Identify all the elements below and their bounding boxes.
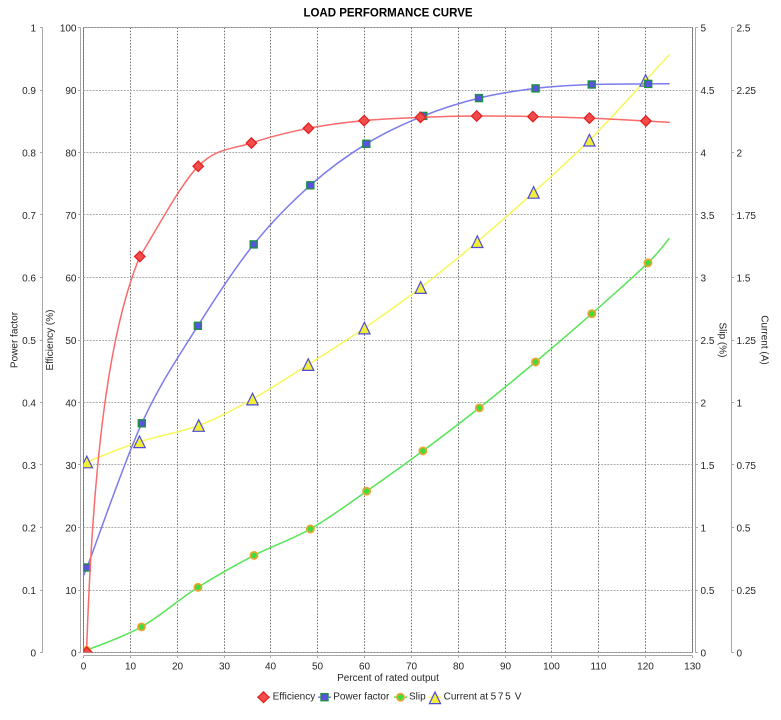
svg-text:100: 100 — [543, 662, 560, 673]
svg-text:40: 40 — [65, 399, 77, 410]
svg-text:0.3: 0.3 — [22, 461, 36, 472]
svg-text:4.5: 4.5 — [701, 86, 715, 97]
svg-text:0.6: 0.6 — [22, 274, 36, 285]
svg-text:1.5: 1.5 — [737, 274, 751, 285]
svg-text:1.75: 1.75 — [737, 211, 757, 222]
svg-text:0.5: 0.5 — [22, 336, 36, 347]
svg-text:5: 5 — [491, 692, 497, 703]
svg-text:Power factor: Power factor — [10, 311, 21, 368]
svg-text:7: 7 — [498, 692, 504, 703]
svg-text:Slip: Slip — [409, 692, 426, 703]
svg-text:Current at: Current at — [444, 692, 489, 703]
svg-text:90: 90 — [500, 662, 512, 673]
svg-text:0.2: 0.2 — [22, 524, 36, 535]
svg-text:60: 60 — [359, 662, 371, 673]
svg-text:20: 20 — [65, 524, 77, 535]
svg-text:60: 60 — [65, 274, 77, 285]
svg-text:100: 100 — [60, 24, 77, 35]
svg-text:Percent of rated output: Percent of rated output — [337, 673, 439, 684]
svg-text:0.5: 0.5 — [701, 586, 715, 597]
svg-text:0: 0 — [81, 662, 87, 673]
svg-text:80: 80 — [65, 149, 77, 160]
svg-text:120: 120 — [637, 662, 654, 673]
svg-text:Power factor: Power factor — [333, 692, 390, 703]
svg-text:2.5: 2.5 — [701, 336, 715, 347]
svg-text:2: 2 — [737, 149, 743, 160]
svg-text:0.75: 0.75 — [737, 461, 757, 472]
svg-text:1: 1 — [30, 24, 36, 35]
svg-text:Slip (%): Slip (%) — [717, 322, 728, 357]
svg-text:Efficiency: Efficiency — [273, 692, 316, 703]
svg-text:110: 110 — [591, 662, 607, 673]
svg-text:2.5: 2.5 — [737, 24, 751, 35]
svg-text:0: 0 — [737, 649, 743, 660]
svg-text:30: 30 — [65, 461, 77, 472]
svg-text:Current (A): Current (A) — [758, 315, 769, 364]
svg-text:0.7: 0.7 — [22, 211, 36, 222]
svg-text:1.25: 1.25 — [737, 336, 757, 347]
svg-text:0: 0 — [701, 649, 707, 660]
svg-text:10: 10 — [65, 586, 77, 597]
svg-text:70: 70 — [406, 662, 418, 673]
svg-text:70: 70 — [65, 211, 77, 222]
svg-text:0: 0 — [71, 649, 77, 660]
svg-text:3.5: 3.5 — [701, 211, 715, 222]
svg-text:0.4: 0.4 — [22, 399, 36, 410]
svg-text:0.9: 0.9 — [22, 86, 36, 97]
svg-text:V: V — [515, 692, 522, 703]
svg-text:130: 130 — [684, 662, 701, 673]
svg-text:1: 1 — [701, 524, 707, 535]
svg-text:20: 20 — [172, 662, 184, 673]
svg-text:Efficiency (%): Efficiency (%) — [45, 310, 56, 371]
svg-text:5: 5 — [505, 692, 511, 703]
svg-text:40: 40 — [265, 662, 277, 673]
svg-text:4: 4 — [701, 149, 707, 160]
svg-text:90: 90 — [65, 86, 77, 97]
svg-text:2.25: 2.25 — [737, 86, 757, 97]
svg-text:0.25: 0.25 — [737, 586, 757, 597]
svg-text:50: 50 — [65, 336, 77, 347]
svg-text:80: 80 — [453, 662, 465, 673]
svg-text:50: 50 — [312, 662, 324, 673]
svg-text:10: 10 — [125, 662, 137, 673]
svg-text:0: 0 — [30, 649, 36, 660]
svg-text:2: 2 — [701, 399, 707, 410]
svg-text:0.5: 0.5 — [737, 524, 751, 535]
svg-text:LOAD PERFORMANCE CURVE: LOAD PERFORMANCE CURVE — [303, 8, 472, 20]
svg-text:1: 1 — [737, 399, 743, 410]
svg-text:3: 3 — [701, 274, 707, 285]
svg-text:5: 5 — [701, 24, 707, 35]
svg-text:0.8: 0.8 — [22, 149, 36, 160]
svg-text:30: 30 — [219, 662, 231, 673]
svg-text:1.5: 1.5 — [701, 461, 715, 472]
svg-text:0.1: 0.1 — [22, 586, 36, 597]
